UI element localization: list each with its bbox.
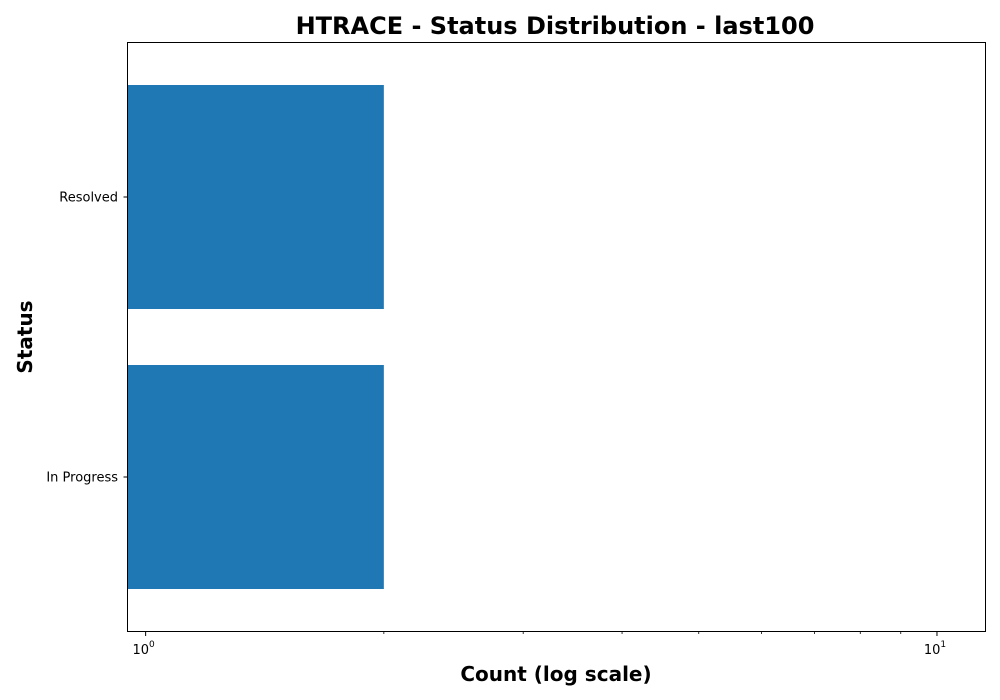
y-axis-ticks: Resolved In Progress [46, 191, 128, 486]
bar-in-progress [128, 365, 384, 589]
x-axis-ticks: 100 101 [132, 631, 946, 658]
chart-title: HTRACE - Status Distribution - last100 [296, 12, 815, 40]
x-tick-label-base: 10 [924, 643, 941, 658]
y-tick-label: In Progress [46, 471, 118, 486]
bar-resolved [128, 85, 384, 309]
y-axis-label: Status [13, 300, 37, 373]
x-tick-label-base: 10 [132, 643, 149, 658]
bars-layer [128, 85, 384, 589]
x-tick-label: 101 [924, 640, 946, 658]
x-tick-label-exponent: 1 [940, 640, 946, 650]
x-tick-label: 100 [132, 640, 155, 658]
x-axis-label: Count (log scale) [460, 662, 651, 686]
y-tick-label: Resolved [59, 191, 118, 206]
plot-frame [127, 42, 986, 632]
x-tick-label-exponent: 0 [149, 640, 155, 650]
